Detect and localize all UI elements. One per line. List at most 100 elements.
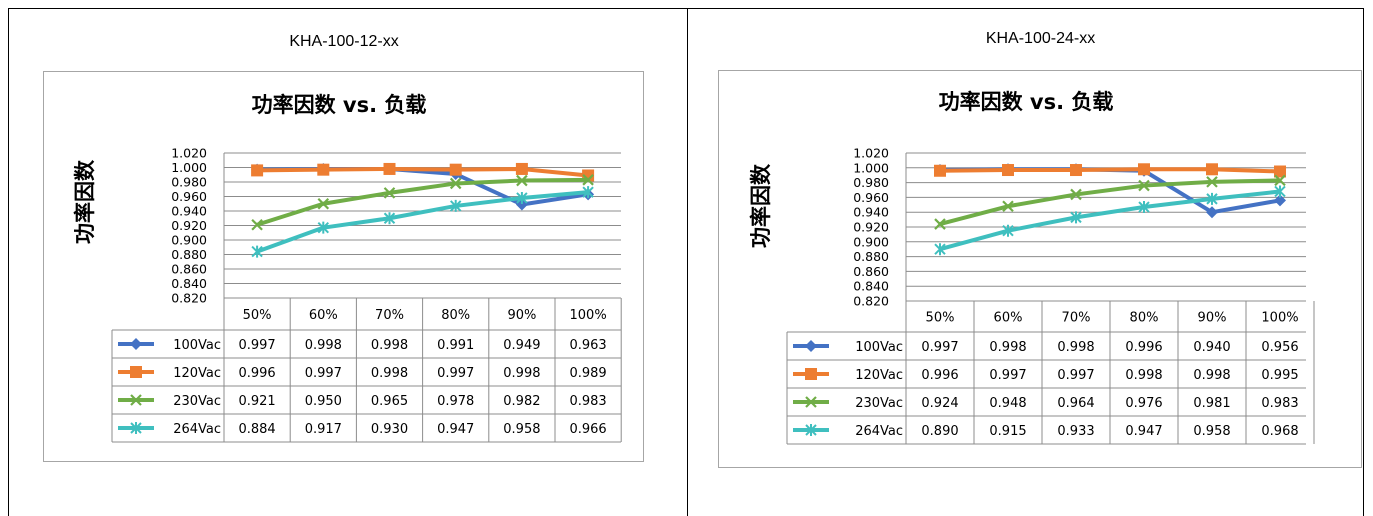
data-point-264Vac	[1274, 185, 1286, 198]
table-cell-value: 0.998	[989, 340, 1026, 355]
panel-title: KHA-100-24-xx	[985, 30, 1096, 47]
legend-label: 230Vac	[855, 396, 903, 411]
data-point-230Vac	[582, 174, 594, 186]
legend-marker	[130, 422, 142, 434]
table-cell-value: 0.996	[921, 368, 958, 383]
table-cell-value: 0.997	[989, 368, 1026, 383]
y-tick-label: 0.960	[853, 190, 889, 205]
data-point-230Vac	[251, 218, 263, 231]
table-cell-value: 0.958	[503, 422, 540, 437]
x-category-label: 100%	[570, 308, 607, 323]
y-tick-label: 0.920	[853, 220, 889, 235]
data-point-120Vac	[1002, 164, 1014, 177]
data-point-230Vac	[1070, 188, 1082, 201]
table-cell-value: 0.998	[1057, 340, 1094, 355]
table-cell-value: 0.989	[569, 366, 606, 381]
table-cell-value: 0.998	[1193, 368, 1230, 383]
data-point-264Vac	[1206, 192, 1218, 205]
y-tick-label: 0.820	[853, 294, 889, 309]
column-divider	[687, 8, 688, 516]
x-category-label: 70%	[375, 308, 404, 323]
y-tick-label: 0.940	[853, 205, 889, 220]
legend-marker	[805, 396, 817, 408]
y-axis-label: 功率因数	[749, 163, 773, 248]
data-point-230Vac	[383, 187, 396, 199]
y-tick-label: 0.940	[171, 204, 207, 219]
legend-marker	[130, 338, 142, 350]
table-cell-value: 0.947	[437, 422, 474, 437]
y-tick-label: 0.900	[853, 234, 889, 249]
data-point-120Vac	[1274, 165, 1286, 178]
y-tick-label: 1.000	[853, 160, 889, 175]
y-tick-label: 1.020	[171, 146, 207, 161]
legend-label: 230Vac	[173, 394, 221, 409]
y-tick-label: 1.020	[853, 146, 889, 161]
data-point-230Vac	[516, 174, 528, 187]
y-axis-label: 功率因数	[73, 159, 97, 244]
table-cell-value: 0.996	[238, 366, 275, 381]
table-cell-value: 0.997	[921, 340, 958, 355]
table-cell-value: 0.982	[503, 394, 540, 409]
series-line-230Vac	[256, 177, 589, 227]
data-point-264Vac	[934, 243, 946, 256]
table-cell-value: 0.964	[1057, 396, 1094, 411]
legend-marker	[130, 366, 142, 378]
legend-label: 120Vac	[855, 368, 903, 383]
table-cell-value: 0.966	[569, 422, 606, 437]
x-category-label: 90%	[1198, 311, 1227, 326]
table-cell-value: 0.997	[238, 338, 275, 353]
data-point-264Vac	[1070, 211, 1082, 224]
x-category-label: 60%	[994, 311, 1023, 326]
y-tick-label: 0.880	[171, 247, 207, 262]
table-cell-value: 0.965	[371, 394, 408, 409]
table-cell-value: 0.940	[1193, 340, 1230, 355]
table-cell-value: 0.995	[1261, 368, 1298, 383]
table-cell-value: 0.983	[569, 394, 606, 409]
table-cell-value: 0.981	[1193, 396, 1230, 411]
table-cell-value: 0.921	[238, 394, 275, 409]
data-point-120Vac	[1206, 163, 1218, 176]
y-tick-label: 1.000	[171, 160, 207, 175]
chart-title: 功率因数 vs. 负载	[252, 93, 427, 117]
x-category-label: 100%	[1261, 311, 1298, 326]
series-line-230Vac	[939, 178, 1281, 226]
x-category-label: 80%	[1130, 311, 1159, 326]
legend-label: 100Vac	[855, 340, 903, 355]
table-cell-value: 0.998	[503, 366, 540, 381]
data-point-120Vac	[1138, 163, 1150, 176]
y-tick-label: 0.880	[853, 249, 889, 264]
table-cell-value: 0.958	[1193, 424, 1230, 439]
x-category-label: 50%	[926, 311, 955, 326]
y-tick-label: 0.840	[171, 276, 207, 291]
table-cell-value: 0.947	[1125, 424, 1162, 439]
legend-marker	[805, 340, 817, 352]
chart-box: 功率因数 vs. 负载 功率因数 1.020 1.000 0.980 0.960 0.940…	[718, 70, 1362, 468]
data-point-120Vac	[449, 163, 462, 176]
pf-chart: 功率因数 vs. 负载功率因数1.0201.0000.9800.9600.940…	[73, 93, 622, 443]
data-point-230Vac	[1002, 200, 1014, 213]
chart-title: 功率因数 vs. 负载	[939, 90, 1114, 114]
table-cell-value: 0.998	[371, 338, 408, 353]
legend-marker	[805, 424, 817, 436]
data-point-120Vac	[934, 164, 946, 177]
y-tick-label: 0.960	[171, 189, 207, 204]
x-category-label: 70%	[1062, 311, 1091, 326]
table-cell-value: 0.963	[569, 338, 606, 353]
table-cell-value: 0.997	[305, 366, 342, 381]
legend-marker	[805, 368, 817, 380]
data-point-120Vac	[515, 162, 528, 175]
data-point-264Vac	[449, 199, 462, 212]
table-cell-value: 0.983	[1261, 396, 1298, 411]
data-point-264Vac	[1138, 201, 1150, 214]
table-cell-value: 0.933	[1057, 424, 1094, 439]
data-point-230Vac	[1274, 174, 1286, 187]
data-point-230Vac	[449, 177, 462, 190]
y-tick-label: 0.980	[853, 175, 889, 190]
data-point-100Vac	[1274, 194, 1286, 207]
series-line-120Vac	[257, 166, 589, 178]
pf-chart: 功率因数 vs. 负载功率因数1.0201.0000.9800.9600.940…	[749, 90, 1315, 445]
table-cell-value: 0.890	[921, 424, 958, 439]
legend-marker	[130, 394, 142, 406]
data-point-120Vac	[1070, 164, 1082, 177]
y-tick-label: 0.860	[171, 262, 207, 277]
